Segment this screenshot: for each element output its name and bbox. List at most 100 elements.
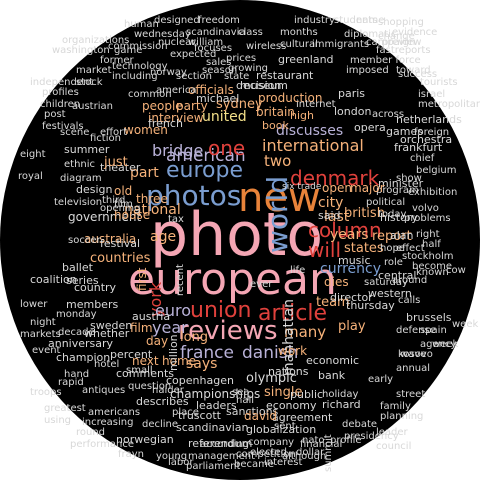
word-championships: championships [170,387,261,401]
word-toward: toward [396,65,431,76]
word-hope: hope [380,243,405,254]
word-director: director [330,291,373,304]
word-belgium: belgium [416,165,457,176]
word-frayn: frayn [118,449,145,460]
word-part: part [130,165,159,181]
word-danish: danish [242,343,299,363]
word-chief: chief [410,153,435,164]
word-designed: designed [154,15,200,26]
word-television: television [54,197,103,208]
word-night: night [30,317,56,328]
word-common: common [128,89,172,100]
word-brussels: brussels [406,311,452,324]
word-britain: britain [256,105,295,119]
word-planning: planning [380,411,424,422]
word-right: right [416,229,440,240]
word-years: years [330,227,369,243]
word-member: member force [350,55,421,66]
word-prices: prices [226,53,257,64]
word-tourists: tourists [420,77,458,88]
word-annual: annual [396,363,431,374]
word-preview: preview [382,37,422,48]
word-interest: interest [264,457,303,468]
word-government: government [68,210,142,224]
word-stockholm: stockholm [402,251,454,262]
word-house: house [114,208,151,222]
word-diplomatic: diplomatic [344,29,397,40]
word-sweden: sweden [90,319,133,332]
word-netherlands: netherlands [396,113,462,126]
word-growing: growing [228,63,268,74]
word-immigrants: immigrants [312,39,370,50]
word-new: new [238,175,321,221]
word-holiday: holiday [322,389,359,400]
word-today: today [378,209,407,220]
word-festival: festival [100,237,141,250]
word-soccer: soccer [68,235,101,246]
word-became: became [234,459,275,470]
word-imposed: imposed [346,65,389,76]
word-film: film [130,321,153,335]
word-column: column [308,218,382,242]
word-nations: nations [268,365,309,378]
word-royal: royal [18,171,43,182]
word-dies: dies [324,275,349,289]
word-evidence: evidence [392,27,438,38]
word-history: history [380,211,418,224]
word-debate: debate [342,419,378,430]
word-according: according [200,439,249,450]
word-games: games [386,125,423,138]
word-six: six trade [282,182,322,192]
word-opera: opera [354,121,386,134]
word-hotel: hotel [94,359,120,370]
word-event: event [32,345,61,356]
word-calls: calls [398,295,421,306]
word-effect: effect [396,243,425,254]
word-theater: theater [100,161,141,174]
word-denmark: denmark [290,166,380,190]
word-women: women [124,123,168,137]
word-third: third [102,195,126,206]
word-tax: tax [168,214,184,225]
word-technology: technology [112,61,168,72]
word-opening: opening [100,203,141,214]
word-scandinavia: scandinavia [186,27,246,38]
word-students: students [334,15,378,26]
word-major: major [350,181,385,195]
word-role: role [384,257,403,268]
word-norway: norway [150,67,187,78]
word-photos: photos [146,179,242,212]
word-international: international [262,136,364,155]
word-israel: israel [418,89,446,100]
word-euro: euro [155,301,191,320]
word-bank: bank [318,369,346,382]
word-elected: elected [250,447,288,458]
word-around: around [392,275,428,286]
word-just: just [104,155,128,170]
word-production: production [258,91,323,105]
word-human: human [124,19,159,30]
word-copenhagen: copenhagen [166,374,234,387]
word-london: london [334,105,372,118]
word-defense: defense [396,325,436,336]
word-increasing: increasing [82,417,134,428]
word-party: party [176,99,208,113]
word-discusses: discusses [276,123,344,139]
word-wednesday: wednesday [134,29,191,40]
word-sent: sent [274,421,296,432]
word-describes: describes [136,395,189,408]
word-leader: leader [376,427,408,438]
word-although: although [282,451,327,462]
word-work: work [278,344,308,358]
word-economy: economy [266,399,317,412]
word-old: old [114,184,133,198]
word-home: home [162,354,197,368]
word-year: year [152,318,188,337]
word-sanctions: sanctions [226,405,279,418]
word-post: post [44,109,66,120]
word-wireless: wireless [246,41,287,52]
word-markets: markets [20,329,61,340]
word-show2: show [396,173,422,184]
word-sydney: sydney [216,97,263,112]
word-ballet: ballet [62,261,93,274]
